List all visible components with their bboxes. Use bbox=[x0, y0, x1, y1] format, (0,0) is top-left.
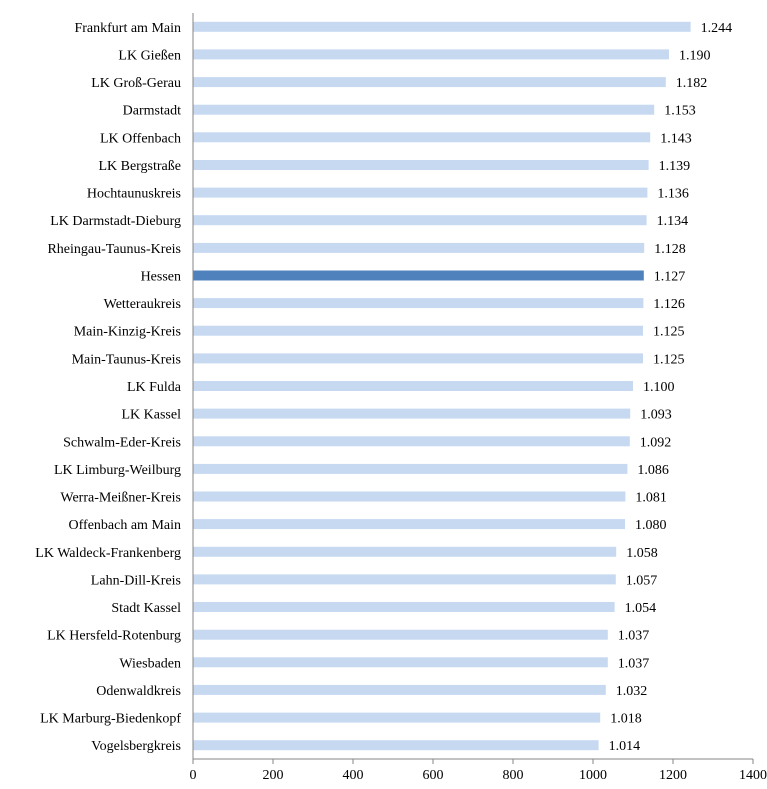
value-label: 1.093 bbox=[640, 408, 672, 423]
value-label: 1.100 bbox=[643, 380, 675, 395]
bar bbox=[193, 160, 649, 170]
bars-layer bbox=[193, 21, 691, 751]
bar bbox=[193, 77, 666, 88]
bar bbox=[193, 684, 606, 695]
category-label: Lahn-Dill-Kreis bbox=[91, 573, 181, 588]
value-label: 1.127 bbox=[654, 270, 686, 285]
x-tick-label: 200 bbox=[263, 768, 284, 783]
bar bbox=[193, 187, 648, 198]
x-tick-label: 1400 bbox=[739, 768, 767, 783]
value-label: 1.081 bbox=[635, 491, 667, 506]
category-label: LK Darmstadt-Dieburg bbox=[50, 214, 181, 229]
bar bbox=[193, 104, 655, 115]
bar bbox=[193, 712, 601, 723]
category-label: Darmstadt bbox=[123, 104, 181, 119]
bar bbox=[193, 629, 608, 640]
category-label: Wetteraukreis bbox=[104, 297, 181, 312]
category-label: Main-Taunus-Kreis bbox=[72, 352, 181, 367]
value-label: 1.182 bbox=[676, 76, 708, 91]
bar bbox=[193, 546, 617, 557]
category-label: LK Offenbach bbox=[100, 131, 181, 146]
category-label: Frankfurt am Main bbox=[74, 21, 181, 36]
value-label: 1.126 bbox=[653, 297, 685, 312]
value-label: 1.086 bbox=[637, 463, 669, 478]
value-label: 1.139 bbox=[659, 159, 691, 174]
value-label: 1.128 bbox=[654, 242, 686, 257]
category-label: Hochtaunuskreis bbox=[87, 187, 181, 202]
value-label: 1.143 bbox=[660, 131, 692, 146]
value-labels: 1.244 1.190 1.182 1.153 1.143 1.139 1.136 1.134… bbox=[609, 21, 733, 754]
x-tick-label: 800 bbox=[503, 768, 524, 783]
bar-highlight bbox=[193, 270, 644, 281]
value-label: 1.080 bbox=[635, 518, 667, 533]
category-label: Offenbach am Main bbox=[69, 518, 181, 533]
category-labels: Frankfurt am Main LK Gießen LK Groß-Gerau D… bbox=[35, 21, 181, 754]
category-label: Stadt Kassel bbox=[111, 601, 181, 616]
category-label: Schwalm-Eder-Kreis bbox=[63, 435, 181, 450]
value-label: 1.054 bbox=[625, 601, 657, 616]
category-label: Vogelsbergkreis bbox=[91, 739, 181, 754]
category-label: Werra-Meißner-Kreis bbox=[60, 491, 181, 506]
bar bbox=[193, 298, 644, 309]
value-label: 1.134 bbox=[657, 214, 689, 229]
axes bbox=[192, 13, 753, 760]
category-label: LK Kassel bbox=[122, 408, 182, 423]
bar bbox=[193, 657, 608, 668]
x-tick-label: 400 bbox=[343, 768, 364, 783]
bar bbox=[193, 574, 616, 585]
bar bbox=[193, 325, 643, 336]
category-label: LK Limburg-Weilburg bbox=[54, 463, 181, 478]
value-label: 1.058 bbox=[626, 546, 658, 561]
value-label: 1.125 bbox=[653, 325, 685, 340]
value-label: 1.032 bbox=[616, 684, 648, 699]
value-label: 1.125 bbox=[653, 352, 685, 367]
value-label: 1.244 bbox=[701, 21, 733, 36]
category-label: LK Fulda bbox=[127, 380, 182, 395]
x-tick-label: 0 bbox=[190, 768, 197, 783]
value-label: 1.136 bbox=[657, 187, 689, 202]
value-label: 1.153 bbox=[664, 104, 696, 119]
value-label: 1.190 bbox=[679, 48, 711, 63]
value-label: 1.092 bbox=[640, 435, 672, 450]
category-label: Odenwaldkreis bbox=[96, 684, 181, 699]
x-axis-ticks: 0 200 400 600 800 1000 1200 1400 bbox=[190, 759, 767, 783]
bar bbox=[193, 436, 630, 447]
bar bbox=[193, 21, 691, 32]
value-label: 1.057 bbox=[626, 573, 658, 588]
x-tick-label: 1200 bbox=[659, 768, 687, 783]
value-label: 1.018 bbox=[610, 712, 642, 727]
bar bbox=[193, 353, 643, 364]
x-tick-label: 600 bbox=[423, 768, 444, 783]
category-label: Wiesbaden bbox=[119, 656, 181, 671]
category-label: LK Waldeck-Frankenberg bbox=[35, 546, 181, 561]
x-tick-label: 1000 bbox=[579, 768, 607, 783]
category-label: LK Groß-Gerau bbox=[91, 76, 181, 91]
category-label: LK Gießen bbox=[118, 48, 181, 63]
bar bbox=[193, 408, 631, 419]
value-label: 1.037 bbox=[618, 629, 650, 644]
category-label: Hessen bbox=[141, 270, 181, 285]
bar bbox=[193, 49, 669, 60]
bar bbox=[193, 215, 647, 226]
bar bbox=[193, 519, 625, 530]
category-label: LK Bergstraße bbox=[98, 159, 181, 174]
bar bbox=[193, 602, 615, 612]
category-label: LK Hersfeld-Rotenburg bbox=[47, 629, 181, 644]
category-label: LK Marburg-Biedenkopf bbox=[40, 712, 181, 727]
bar bbox=[193, 740, 599, 751]
value-label: 1.037 bbox=[618, 656, 650, 671]
value-label: 1.014 bbox=[609, 739, 641, 754]
category-label: Main-Kinzig-Kreis bbox=[74, 325, 181, 340]
bar bbox=[193, 242, 645, 253]
bar bbox=[193, 381, 633, 391]
category-label: Rheingau-Taunus-Kreis bbox=[47, 242, 181, 257]
bar bbox=[193, 132, 651, 143]
bar bbox=[193, 491, 626, 502]
bar bbox=[193, 463, 628, 474]
